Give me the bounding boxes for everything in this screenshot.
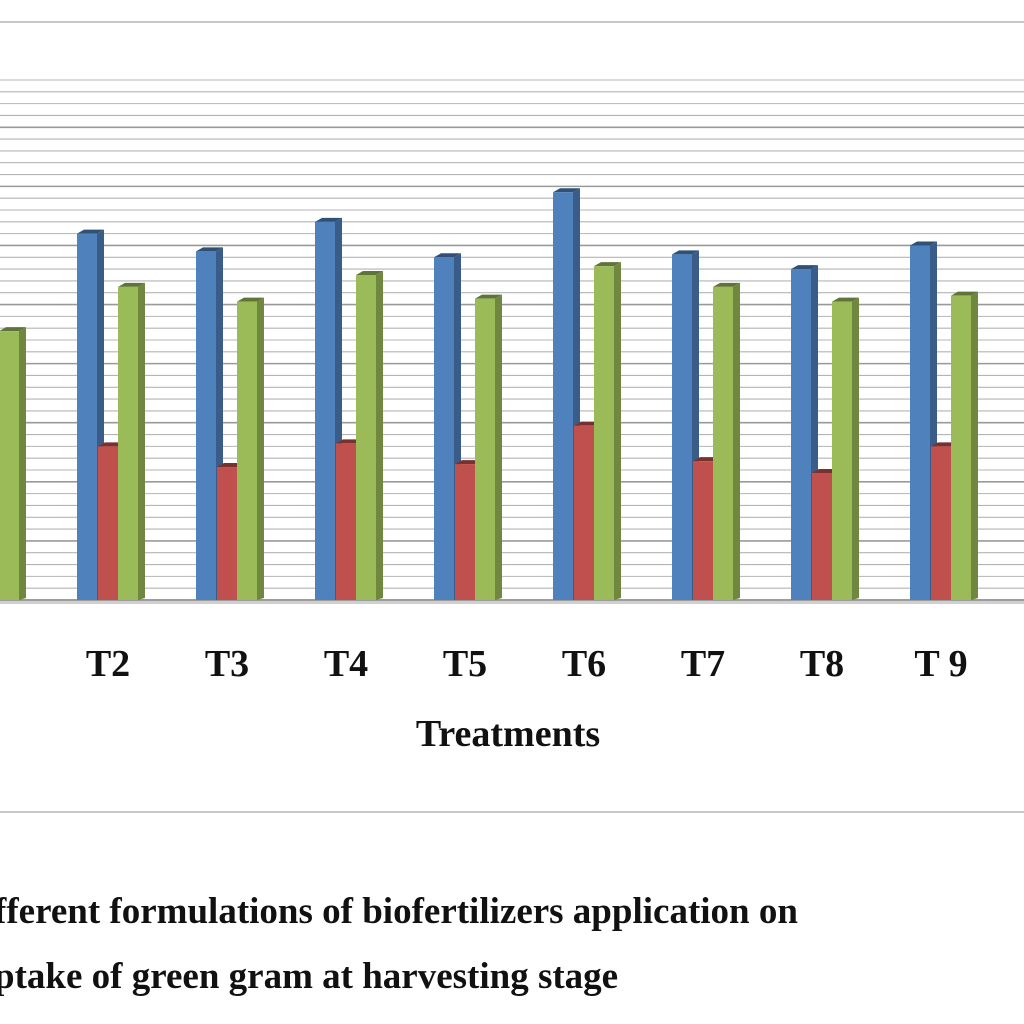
bar <box>594 262 621 600</box>
chart-floor <box>0 599 1024 604</box>
bars <box>0 188 978 601</box>
bar <box>475 294 502 600</box>
x-tick-label: T2 <box>86 643 130 685</box>
x-axis-label: Treatments <box>416 713 600 755</box>
x-tick-label: T4 <box>324 643 368 685</box>
figure-caption-line-2: ptake of green gram at harvesting stage <box>0 956 619 997</box>
bar <box>237 297 264 600</box>
figure-caption-line-1: fferent formulations of biofertilizers a… <box>0 891 798 932</box>
bar <box>0 327 26 600</box>
x-tick-label: T7 <box>681 643 725 685</box>
x-tick-label: T8 <box>800 643 844 685</box>
x-tick-label: T3 <box>205 643 249 685</box>
gridlines <box>0 79 1024 601</box>
x-tick-label: T 9 <box>914 643 967 685</box>
x-tick-label: T6 <box>562 643 606 685</box>
x-tick-label: T5 <box>443 643 487 685</box>
bar <box>356 271 383 600</box>
bar <box>713 282 740 600</box>
bar <box>832 297 859 600</box>
bar <box>118 282 145 600</box>
bar <box>951 291 978 600</box>
